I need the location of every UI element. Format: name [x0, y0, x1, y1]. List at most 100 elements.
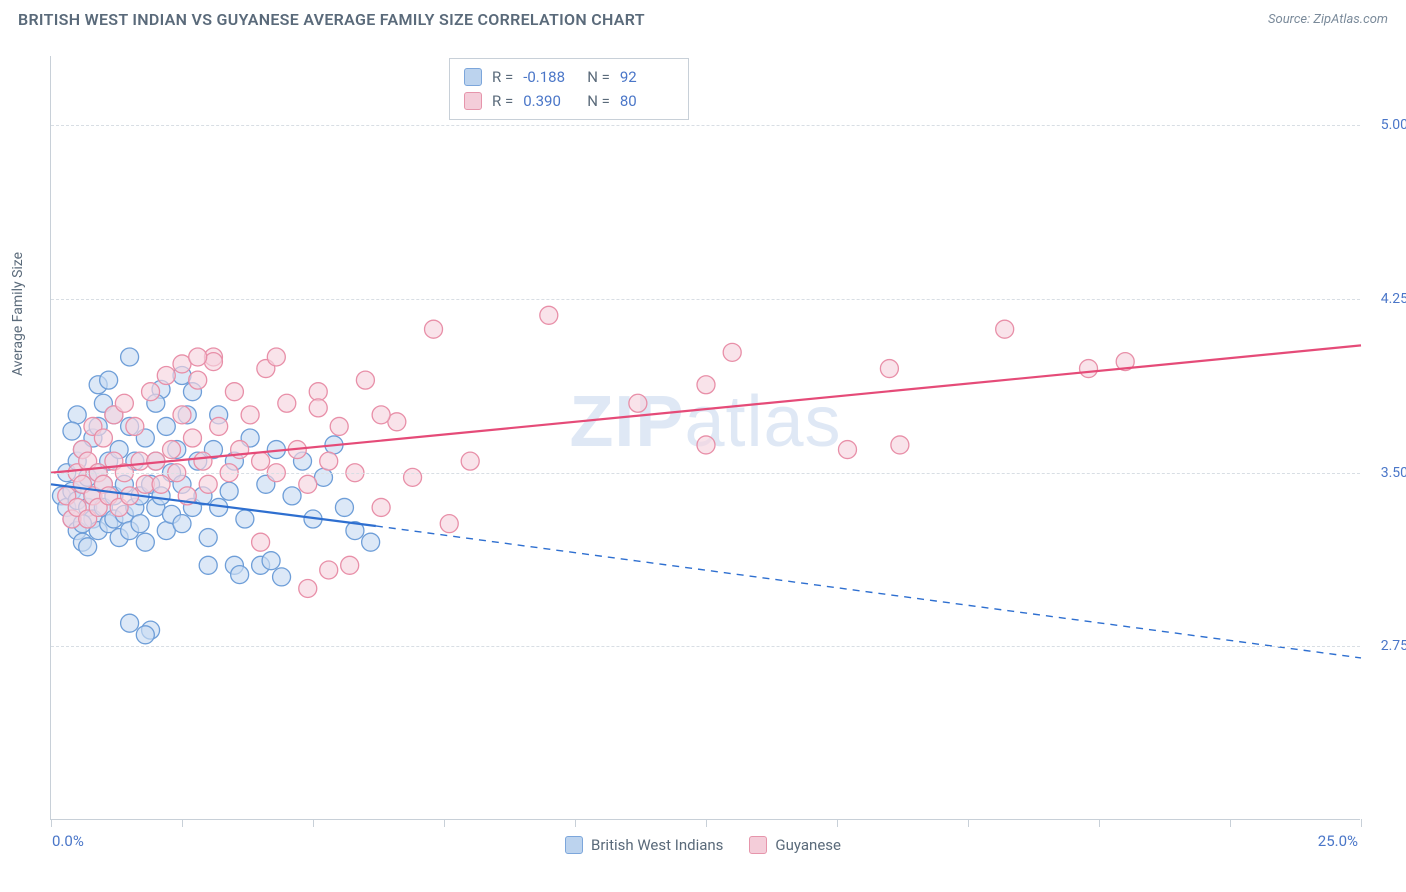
scatter-point: [299, 579, 317, 597]
scatter-point: [267, 348, 285, 366]
plot-area: ZIPatlas R = -0.188 N = 92 R = 0.390 N =…: [50, 56, 1360, 820]
scatter-point: [838, 441, 856, 459]
n-value-1: 80: [620, 89, 674, 113]
scatter-point: [723, 343, 741, 361]
swatch-series-0: [464, 68, 482, 86]
x-tick: [444, 819, 445, 827]
scatter-point: [262, 552, 280, 570]
scatter-point: [996, 320, 1014, 338]
scatter-point: [163, 441, 181, 459]
trendline-dashed: [376, 526, 1361, 658]
scatter-point: [299, 475, 317, 493]
scatter-point: [199, 529, 217, 547]
scatter-point: [152, 475, 170, 493]
y-axis-title: Average Family Size: [10, 252, 26, 376]
gridline: [51, 125, 1360, 126]
scatter-point: [356, 371, 374, 389]
n-value-0: 92: [620, 65, 674, 89]
y-tick-label: 5.00: [1381, 117, 1406, 133]
scatter-point: [100, 371, 118, 389]
scatter-point: [880, 360, 898, 378]
scatter-point: [231, 566, 249, 584]
scatter-point: [440, 515, 458, 533]
scatter-point: [425, 320, 443, 338]
y-tick-label: 3.50: [1381, 465, 1406, 481]
source-attribution: Source: ZipAtlas.com: [1268, 12, 1388, 27]
legend-swatch-1: [749, 836, 767, 854]
x-tick: [1230, 819, 1231, 827]
scatter-svg: [51, 56, 1360, 819]
x-tick: [837, 819, 838, 827]
scatter-point: [126, 417, 144, 435]
scatter-point: [131, 515, 149, 533]
scatter-point: [540, 306, 558, 324]
scatter-point: [199, 556, 217, 574]
scatter-point: [891, 436, 909, 454]
scatter-point: [157, 366, 175, 384]
r-value-0: -0.188: [523, 65, 577, 89]
scatter-point: [194, 452, 212, 470]
r-value-1: 0.390: [523, 89, 577, 113]
r-label: R =: [492, 89, 513, 113]
scatter-point: [157, 417, 175, 435]
scatter-point: [461, 452, 479, 470]
scatter-point: [252, 533, 270, 551]
scatter-point: [136, 626, 154, 644]
scatter-point: [136, 533, 154, 551]
bottom-legend: British West Indians Guyanese: [565, 836, 841, 854]
x-tick: [706, 819, 707, 827]
x-tick: [575, 819, 576, 827]
scatter-point: [63, 422, 81, 440]
legend-swatch-0: [565, 836, 583, 854]
scatter-point: [372, 498, 390, 516]
stats-legend: R = -0.188 N = 92 R = 0.390 N = 80: [449, 58, 689, 120]
scatter-point: [309, 399, 327, 417]
scatter-point: [199, 475, 217, 493]
scatter-point: [189, 348, 207, 366]
scatter-point: [94, 429, 112, 447]
scatter-point: [252, 452, 270, 470]
y-tick-label: 2.75: [1381, 638, 1406, 654]
r-label: R =: [492, 65, 513, 89]
scatter-point: [273, 568, 291, 586]
scatter-point: [121, 348, 139, 366]
gridline: [51, 646, 1360, 647]
scatter-point: [189, 371, 207, 389]
scatter-point: [79, 538, 97, 556]
scatter-point: [225, 383, 243, 401]
x-tick: [313, 819, 314, 827]
scatter-point: [68, 406, 86, 424]
x-tick: [968, 819, 969, 827]
x-max-label: 25.0%: [1318, 832, 1358, 850]
scatter-point: [241, 406, 259, 424]
scatter-point: [629, 394, 647, 412]
swatch-series-1: [464, 92, 482, 110]
x-tick: [182, 819, 183, 827]
n-label: N =: [587, 89, 610, 113]
scatter-point: [320, 452, 338, 470]
scatter-point: [173, 406, 191, 424]
gridline: [51, 299, 1360, 300]
scatter-point: [372, 406, 390, 424]
scatter-point: [1080, 360, 1098, 378]
legend-label-1: Guyanese: [775, 836, 841, 854]
legend-label-0: British West Indians: [591, 836, 723, 854]
scatter-point: [115, 394, 133, 412]
scatter-point: [341, 556, 359, 574]
scatter-point: [309, 383, 327, 401]
x-tick: [1361, 819, 1362, 827]
scatter-point: [278, 394, 296, 412]
scatter-point: [173, 515, 191, 533]
scatter-point: [121, 614, 139, 632]
scatter-point: [283, 487, 301, 505]
scatter-point: [404, 468, 422, 486]
chart-title: BRITISH WEST INDIAN VS GUYANESE AVERAGE …: [18, 10, 645, 29]
x-tick: [1099, 819, 1100, 827]
scatter-point: [320, 561, 338, 579]
scatter-point: [220, 482, 238, 500]
n-label: N =: [587, 65, 610, 89]
x-tick: [51, 819, 52, 827]
scatter-point: [236, 510, 254, 528]
scatter-point: [697, 376, 715, 394]
y-tick-label: 4.25: [1381, 291, 1406, 307]
